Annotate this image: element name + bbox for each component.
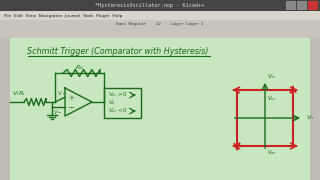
Bar xyxy=(10,38,310,180)
Bar xyxy=(308,1,318,10)
Text: +: + xyxy=(68,95,74,101)
Bar xyxy=(0,29,320,38)
Text: *HysteresisOscillator.nop - Kicad++: *HysteresisOscillator.nop - Kicad++ xyxy=(95,3,205,8)
Bar xyxy=(0,38,10,180)
Text: Schmitt Trigger (Comparator with Hysteresis): Schmitt Trigger (Comparator with Hystere… xyxy=(27,48,209,57)
Text: $R_i$: $R_i$ xyxy=(18,89,26,98)
Text: $V_{cc}$: $V_{cc}$ xyxy=(267,94,276,103)
Text: $V_+$: $V_+$ xyxy=(57,89,66,98)
Text: File  Edit  View  Navigation  Journal  Tools  Plugin  Help: File Edit View Navigation Journal Tools … xyxy=(4,14,122,17)
Text: $V_{cc}>0$: $V_{cc}>0$ xyxy=(108,91,128,99)
Bar xyxy=(297,1,307,10)
Text: $V_{ee}$: $V_{ee}$ xyxy=(267,148,277,157)
Text: $V_i$: $V_i$ xyxy=(12,89,20,98)
Text: $V_{cc}<0$: $V_{cc}<0$ xyxy=(108,107,128,115)
Bar xyxy=(0,11,320,20)
Text: Sans Regular    12    Layer Layer 2: Sans Regular 12 Layer Layer 2 xyxy=(116,22,204,26)
Text: $V_-$: $V_-$ xyxy=(53,109,62,116)
Bar xyxy=(104,88,141,118)
Text: $V_o$: $V_o$ xyxy=(267,73,276,81)
Text: $V_o$: $V_o$ xyxy=(108,99,116,107)
Bar xyxy=(0,0,320,11)
Bar xyxy=(0,20,320,29)
Text: $V_s$: $V_s$ xyxy=(306,114,315,122)
Bar xyxy=(286,1,296,10)
Text: −: − xyxy=(68,103,75,112)
Bar xyxy=(310,38,320,180)
Text: $R_b$: $R_b$ xyxy=(75,64,84,72)
